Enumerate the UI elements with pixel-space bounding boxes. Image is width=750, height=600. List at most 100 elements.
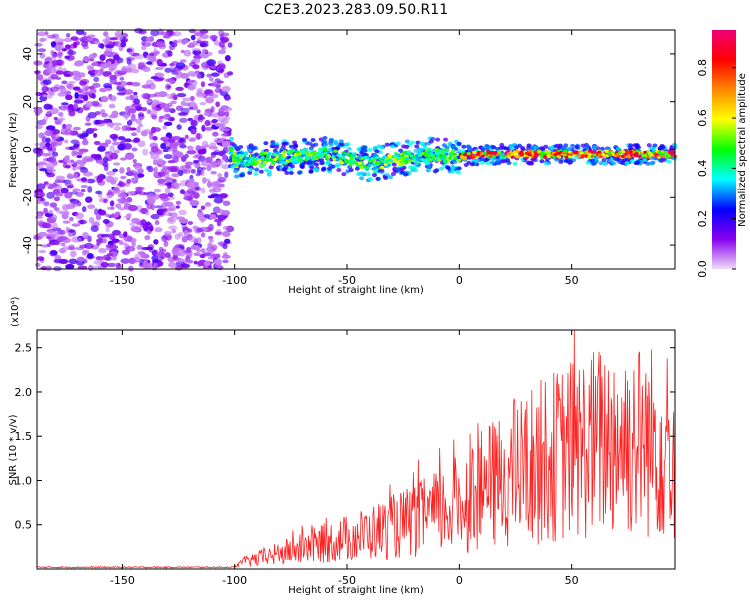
spectrogram-band-cell <box>365 172 371 177</box>
spectrogram-band-cell <box>258 169 264 174</box>
spectrogram-band-cell <box>368 177 374 182</box>
snr-x-label: Height of straight line (km) <box>288 585 424 596</box>
spectrogram-noise-cell <box>205 89 214 97</box>
spectrogram-noise-cell <box>134 253 140 260</box>
spectrogram-core-cell <box>323 148 328 152</box>
spectrogram-noise-cell <box>142 66 151 73</box>
spectrogram-x-tick-label: -100 <box>222 274 247 287</box>
spectrogram-core-cell <box>452 159 457 163</box>
spectrogram-noise-cell <box>118 70 128 74</box>
spectrogram-core-cell <box>597 150 602 154</box>
spectrogram-noise-cell <box>47 62 54 68</box>
spectrogram-noise-cell <box>75 212 85 220</box>
spectrogram-band-cell <box>399 166 405 171</box>
spectrogram-noise-cell <box>88 93 96 99</box>
spectrogram-band-cell <box>512 161 518 166</box>
spectrogram-noise-cell <box>109 133 119 140</box>
spectrogram-y-label: Frequency (Hz) <box>8 112 19 188</box>
spectrogram-noise-cell <box>65 94 73 101</box>
spectrogram-core-cell <box>295 150 300 154</box>
spectrogram-noise-cell <box>44 129 54 137</box>
spectrogram-band-cell <box>498 145 504 150</box>
spectrogram-noise-cell <box>160 197 171 202</box>
spectrogram-noise-cell <box>224 95 232 101</box>
spectrogram-band-cell <box>240 173 246 178</box>
spectrogram-noise-cell <box>126 178 132 184</box>
spectrogram-noise-cell <box>96 176 103 183</box>
spectrogram-noise-cell <box>102 71 112 77</box>
spectrogram-band-cell <box>461 144 467 149</box>
spectrogram-band-cell <box>666 159 672 164</box>
snr-panel: -150 -100 -50 0 50 0.5 1.0 1.5 2.0 2.5 Height of … <box>8 296 676 596</box>
spectrogram-noise-cell <box>120 258 130 264</box>
spectrogram-band-cell <box>328 163 334 168</box>
spectrogram-band-cell <box>247 170 253 175</box>
spectrogram-noise-cell <box>179 138 185 143</box>
spectrogram-noise-cell <box>98 209 107 216</box>
spectrogram-noise-cell <box>51 141 58 148</box>
spectrogram-core-cell <box>370 156 375 161</box>
spectrogram-noise-cell <box>93 140 101 146</box>
spectrogram-noise-cell <box>146 197 156 205</box>
spectrogram-noise-cell <box>141 40 146 46</box>
spectrogram-noise-cell <box>206 165 212 172</box>
spectrogram-noise-cell <box>67 104 75 111</box>
spectrogram-noise-cell <box>190 119 198 127</box>
spectrogram-noise-cell <box>178 244 185 249</box>
spectrogram-core-cell <box>592 153 597 157</box>
spectrogram-noise-cell <box>82 231 89 239</box>
spectrogram-core-cell <box>318 148 323 152</box>
spectrogram-noise-cell <box>181 235 188 243</box>
spectrogram-noise-cell <box>162 125 167 130</box>
spectrogram-core-cell <box>423 151 428 156</box>
spectrogram-noise-cell <box>73 99 84 104</box>
spectrogram-band-cell <box>309 165 315 170</box>
spectrogram-noise-cell <box>117 181 126 188</box>
spectrogram-noise-cell <box>196 249 203 253</box>
spectrogram-noise-cell <box>203 260 211 267</box>
spectrogram-noise-cell <box>82 95 88 101</box>
spectrogram-band-cell <box>509 146 515 151</box>
spectrogram-band-cell <box>404 139 410 144</box>
spectrogram-core-cell <box>300 151 305 155</box>
spectrogram-noise-cell <box>73 61 83 67</box>
spectrogram-noise-cell <box>36 183 46 190</box>
spectrogram-noise-cell <box>47 156 56 163</box>
spectrogram-noise-cell <box>66 83 73 89</box>
spectrogram-band-cell <box>264 168 270 173</box>
spectrogram-noise-cell <box>146 109 152 115</box>
spectrogram-x-tick-label: -50 <box>338 274 356 287</box>
spectrogram-noise-cell <box>183 49 192 57</box>
spectrogram-noise-cell <box>179 59 187 63</box>
spectrogram-noise-cell <box>63 156 70 164</box>
spectrogram-core-cell <box>400 154 405 158</box>
spectrogram-noise-cell <box>180 100 186 106</box>
snr-ticks: -150 -100 -50 0 50 0.5 1.0 1.5 2.0 2.5 <box>15 330 675 587</box>
spectrogram-core-cell <box>352 153 357 158</box>
snr-y-tick-label: 2.0 <box>15 386 33 399</box>
spectrogram-core-cell <box>437 149 442 153</box>
spectrogram-band-cell <box>384 142 390 147</box>
spectrogram-noise-cell <box>164 252 171 258</box>
spectrogram-noise-cell <box>188 42 195 47</box>
spectrogram-noise-cell <box>203 214 211 219</box>
spectrogram-noise-cell <box>62 210 70 216</box>
spectrogram-noise-cell <box>189 199 200 206</box>
spectrogram-noise-cell <box>199 254 206 259</box>
spectrogram-noise-cell <box>193 54 202 60</box>
spectrogram-noise-cell <box>96 123 106 127</box>
spectrogram-noise-cell <box>104 213 111 218</box>
spectrogram-noise-cell <box>93 76 100 83</box>
spectrogram-core-cell <box>515 155 520 159</box>
spectrogram-noise-cell <box>48 210 54 215</box>
spectrogram-noise-cell <box>72 203 77 208</box>
spectrogram-band-cell <box>372 145 378 150</box>
spectrogram-band-cell <box>420 142 426 147</box>
spectrogram-noise-cell <box>160 103 170 109</box>
spectrogram-band-cell <box>395 167 401 172</box>
spectrogram-noise-cell <box>210 182 220 189</box>
spectrogram-noise-cell <box>179 143 187 149</box>
spectrogram-noise-cell <box>180 263 191 269</box>
spectrogram-noise-cell <box>142 224 149 230</box>
